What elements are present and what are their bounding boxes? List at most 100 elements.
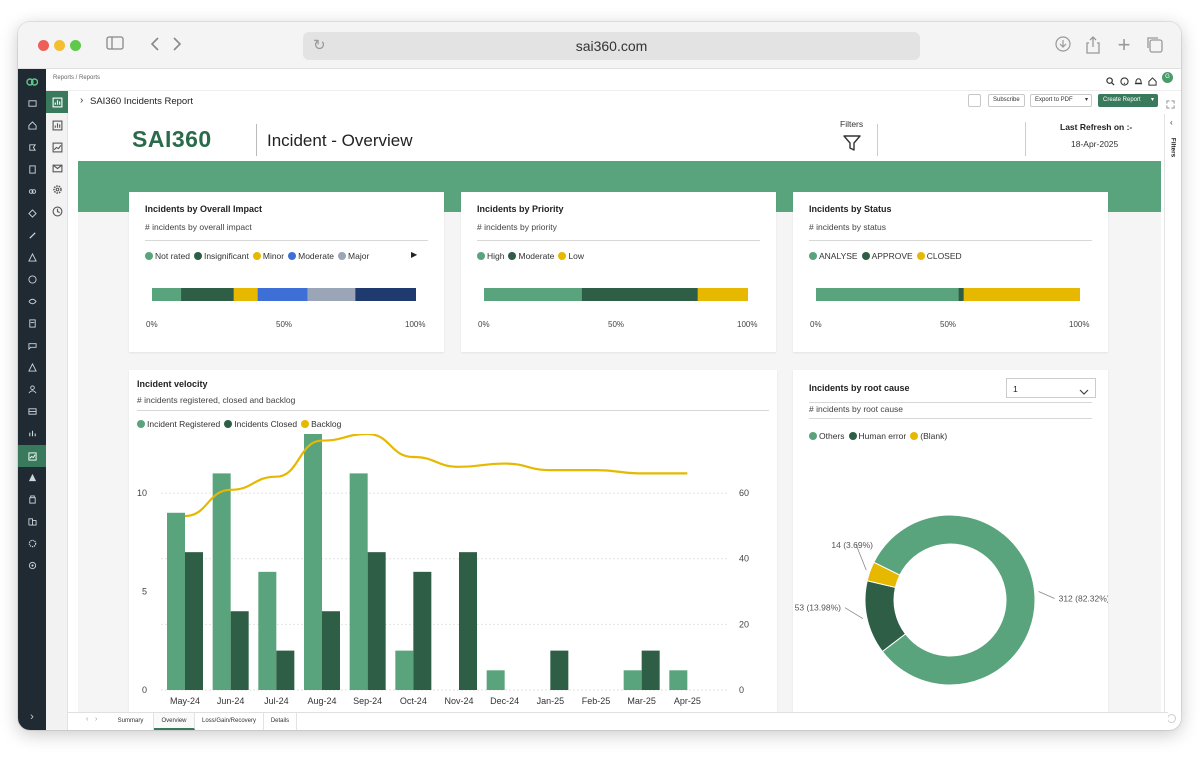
legend-item[interactable]: Not rated [145,250,190,261]
avatar[interactable]: G [1162,72,1173,83]
mail-icon[interactable] [51,162,63,174]
nav-user-icon[interactable] [24,383,40,395]
impact-card[interactable]: Incidents by Overall Impact # incidents … [129,192,444,352]
bar-closed [276,650,295,690]
chevron-left-icon[interactable]: ‹ [1170,118,1173,127]
resize-handle-icon[interactable] [1167,714,1176,723]
root-cause-card[interactable]: Incidents by root cause 1 # incidents by… [793,370,1108,716]
help-icon[interactable] [1120,73,1129,91]
nav-clipboard-icon[interactable] [24,163,40,175]
root-cause-dropdown[interactable]: 1 [1006,378,1096,398]
legend-item[interactable]: Incident Registered [137,418,220,429]
bar-closed [367,552,386,690]
view-mode-button[interactable] [968,94,981,107]
legend-item[interactable]: Human error [848,430,906,441]
breadcrumb[interactable]: Reports / Reports [53,75,101,81]
close-window-button[interactable] [38,40,49,51]
nav-briefcase-icon[interactable] [24,493,40,505]
chart-report-icon[interactable] [51,119,63,131]
axis-tick-0: 0% [810,320,822,329]
tab-details[interactable]: Details [264,713,297,730]
legend-next-icon[interactable]: ▶ [411,250,418,259]
legend-label: Minor [262,251,285,262]
legend-item[interactable]: Backlog [301,418,341,429]
nav-bar-chart-icon[interactable] [24,427,40,439]
filter-funnel-icon[interactable] [843,135,861,157]
tab-loss-gain-recovery[interactable]: Loss/Gain/Recovery [195,713,264,730]
expand-sidebar-icon[interactable]: › [30,711,34,723]
nav-warning-icon[interactable] [24,251,40,263]
status-stacked-bar [816,288,1080,301]
maximize-window-button[interactable] [70,40,81,51]
legend-item[interactable]: Minor [252,250,285,262]
nav-building-icon[interactable] [24,515,40,527]
share-icon[interactable] [1084,36,1102,54]
sidebar-toggle-icon[interactable] [106,36,124,54]
settings-gear-icon[interactable] [51,183,63,195]
priority-card[interactable]: Incidents by Priority # incidents by pri… [461,192,776,352]
legend-label: Major [348,251,370,262]
legend-item[interactable]: Major [338,250,369,261]
nav-home-icon[interactable] [24,119,40,131]
nav-document-icon[interactable] [24,317,40,329]
legend-item[interactable]: ANALYSE [809,250,858,261]
legend-item[interactable]: Low [558,250,584,261]
legend-item[interactable]: Moderate [288,250,334,261]
app-logo-icon[interactable] [24,76,40,88]
reload-icon[interactable]: ↻ [313,37,326,54]
report-dashboard-icon[interactable] [46,91,68,113]
legend-item[interactable]: High [477,250,504,261]
notifications-icon[interactable] [1134,73,1143,91]
fullscreen-icon[interactable] [1166,96,1175,114]
nav-hazard-icon[interactable] [24,471,40,483]
address-bar[interactable]: ↻ sai360.com [303,32,920,60]
new-tab-icon[interactable]: + [1117,32,1131,57]
subscribe-button[interactable]: Subscribe [988,94,1025,107]
nav-inbox-icon[interactable] [24,97,40,109]
legend-item[interactable]: CLOSED [916,250,962,261]
x-axis-tick: Apr-25 [674,696,701,706]
nav-link-icon[interactable] [24,185,40,197]
search-icon[interactable] [1106,73,1115,91]
legend-item[interactable]: Insignificant [193,250,249,261]
filters-panel[interactable]: ‹ Filters [1164,114,1181,716]
legend-item[interactable]: Moderate [508,250,554,261]
nav-target-icon[interactable] [24,559,40,571]
tab-overview[interactable]: Overview [154,713,195,730]
card-subtitle: # incidents by root cause [809,404,904,414]
legend-label: Incidents Closed [234,419,298,430]
tab-prev-icon[interactable]: ‹ [86,716,89,723]
status-card[interactable]: Incidents by Status # incidents by statu… [793,192,1108,352]
legend-item[interactable]: Incidents Closed [224,418,297,429]
home-icon[interactable] [1148,73,1157,91]
create-report-label: Create Report [1103,97,1141,103]
tab-next-icon[interactable]: › [95,716,98,723]
tabs-overview-icon[interactable] [1146,36,1164,54]
download-icon[interactable] [1054,36,1072,54]
divider [145,240,428,241]
minimize-window-button[interactable] [54,40,65,51]
nav-globe-icon[interactable] [24,273,40,285]
nav-settings-icon[interactable] [24,537,40,549]
velocity-card[interactable]: Incident velocity # incidents registered… [129,370,777,716]
forward-icon[interactable] [168,36,186,54]
nav-pen-icon[interactable] [24,229,40,241]
chevron-right-icon[interactable]: › [80,95,84,106]
nav-chat-icon[interactable] [24,339,40,351]
nav-card-icon[interactable] [24,405,40,417]
back-icon[interactable] [146,36,164,54]
legend-item[interactable]: Others [809,430,845,441]
report-title: SAI360 Incidents Report [90,96,193,107]
tab-summary[interactable]: Summary [108,713,154,730]
create-report-button[interactable]: Create Report ▾ [1098,94,1158,107]
nav-reports-icon[interactable] [18,445,46,467]
legend-item[interactable]: (Blank) [910,430,947,441]
history-clock-icon[interactable] [51,205,63,217]
nav-alert-icon[interactable] [24,361,40,373]
nav-eye-icon[interactable] [24,295,40,307]
legend-item[interactable]: APPROVE [861,250,913,261]
nav-flag-icon[interactable] [24,141,40,153]
export-pdf-button[interactable]: Export to PDF ▾ [1030,94,1092,107]
nav-diamond-icon[interactable] [24,207,40,219]
analytics-report-icon[interactable] [51,141,63,153]
